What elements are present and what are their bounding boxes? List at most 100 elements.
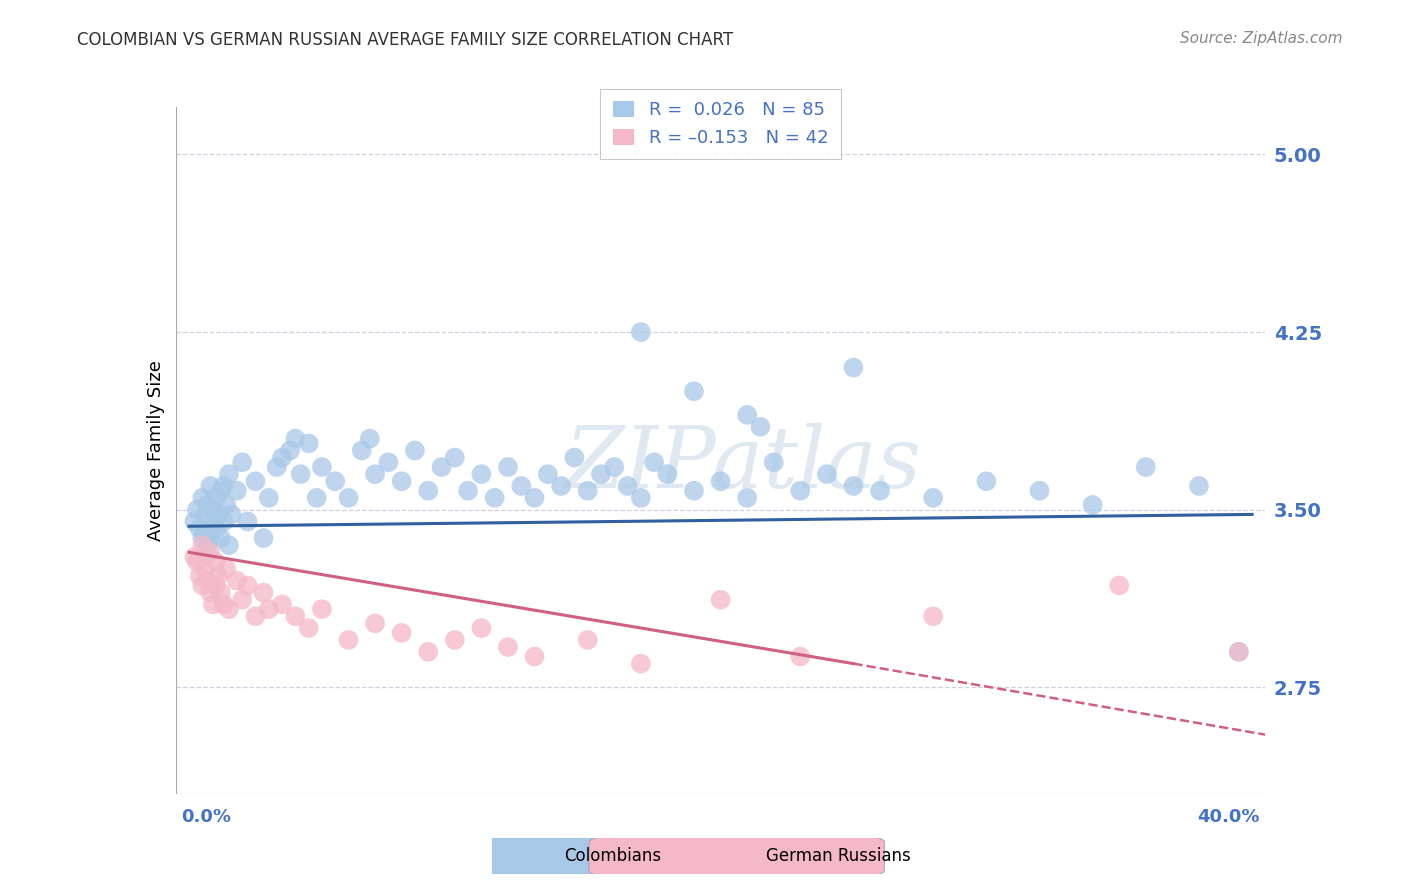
Text: 0.0%: 0.0%	[181, 808, 231, 826]
Point	[496, 460, 519, 475]
Point	[204, 522, 226, 536]
Point	[188, 522, 211, 536]
Y-axis label: Average Family Size: Average Family Size	[146, 360, 165, 541]
Point	[443, 632, 465, 647]
Point	[225, 574, 247, 588]
Point	[510, 479, 533, 493]
Point	[735, 408, 758, 422]
Point	[284, 609, 307, 624]
Point	[257, 602, 280, 616]
Point	[418, 483, 440, 498]
Point	[298, 621, 321, 635]
Point	[350, 443, 373, 458]
Point	[630, 657, 652, 671]
Point	[762, 455, 785, 469]
Point	[550, 479, 572, 493]
Point	[186, 555, 208, 569]
Point	[252, 531, 274, 545]
Point	[221, 508, 243, 522]
Point	[197, 498, 219, 512]
Point	[1108, 578, 1130, 592]
Point	[337, 491, 360, 505]
Point	[191, 531, 214, 545]
Text: COLOMBIAN VS GERMAN RUSSIAN AVERAGE FAMILY SIZE CORRELATION CHART: COLOMBIAN VS GERMAN RUSSIAN AVERAGE FAMI…	[77, 31, 734, 49]
Point	[257, 491, 280, 505]
Point	[377, 455, 399, 469]
Point	[1135, 460, 1157, 475]
Point	[869, 483, 891, 498]
Legend: R =  0.026   N = 85, R = –0.153   N = 42: R = 0.026 N = 85, R = –0.153 N = 42	[600, 88, 841, 160]
Point	[212, 515, 235, 529]
Point	[443, 450, 465, 465]
Point	[231, 455, 253, 469]
Point	[749, 419, 772, 434]
Point	[218, 538, 240, 552]
Point	[194, 562, 217, 576]
Point	[815, 467, 838, 482]
Point	[1028, 483, 1050, 498]
Point	[207, 569, 229, 583]
Text: German Russians: German Russians	[766, 847, 911, 865]
Point	[391, 475, 413, 489]
Point	[278, 443, 301, 458]
Point	[496, 640, 519, 654]
Point	[218, 467, 240, 482]
Point	[186, 502, 208, 516]
Point	[201, 502, 224, 516]
Point	[323, 475, 346, 489]
Point	[364, 467, 387, 482]
FancyBboxPatch shape	[589, 831, 884, 881]
Point	[657, 467, 679, 482]
Point	[245, 475, 267, 489]
Point	[201, 515, 224, 529]
Point	[418, 645, 440, 659]
Point	[271, 598, 294, 612]
Point	[194, 526, 217, 541]
Point	[643, 455, 665, 469]
FancyBboxPatch shape	[387, 831, 682, 881]
Point	[789, 483, 811, 498]
Point	[842, 360, 865, 375]
Point	[589, 467, 612, 482]
Point	[218, 602, 240, 616]
Point	[359, 432, 381, 446]
Point	[204, 491, 226, 505]
Point	[430, 460, 453, 475]
Point	[922, 491, 945, 505]
Point	[271, 450, 294, 465]
Point	[201, 598, 224, 612]
Point	[683, 384, 706, 399]
Text: Source: ZipAtlas.com: Source: ZipAtlas.com	[1180, 31, 1343, 46]
Point	[200, 545, 222, 559]
Point	[630, 325, 652, 339]
Point	[194, 508, 217, 522]
Point	[204, 578, 226, 592]
Point	[212, 479, 235, 493]
Point	[1188, 479, 1211, 493]
Text: Colombians: Colombians	[564, 847, 661, 865]
Point	[266, 460, 288, 475]
Point	[842, 479, 865, 493]
Point	[225, 483, 247, 498]
Point	[603, 460, 626, 475]
Point	[564, 450, 586, 465]
Point	[470, 621, 492, 635]
Point	[710, 592, 733, 607]
Point	[391, 625, 413, 640]
Point	[1081, 498, 1104, 512]
Point	[630, 491, 652, 505]
Point	[191, 578, 214, 592]
Point	[284, 432, 307, 446]
Point	[215, 498, 238, 512]
Point	[311, 460, 333, 475]
Point	[207, 508, 229, 522]
Point	[1227, 645, 1250, 659]
Point	[204, 555, 226, 569]
Point	[212, 598, 235, 612]
Point	[209, 483, 232, 498]
Point	[523, 649, 546, 664]
Point	[231, 592, 253, 607]
Point	[236, 578, 259, 592]
Point	[457, 483, 479, 498]
Point	[197, 538, 219, 552]
